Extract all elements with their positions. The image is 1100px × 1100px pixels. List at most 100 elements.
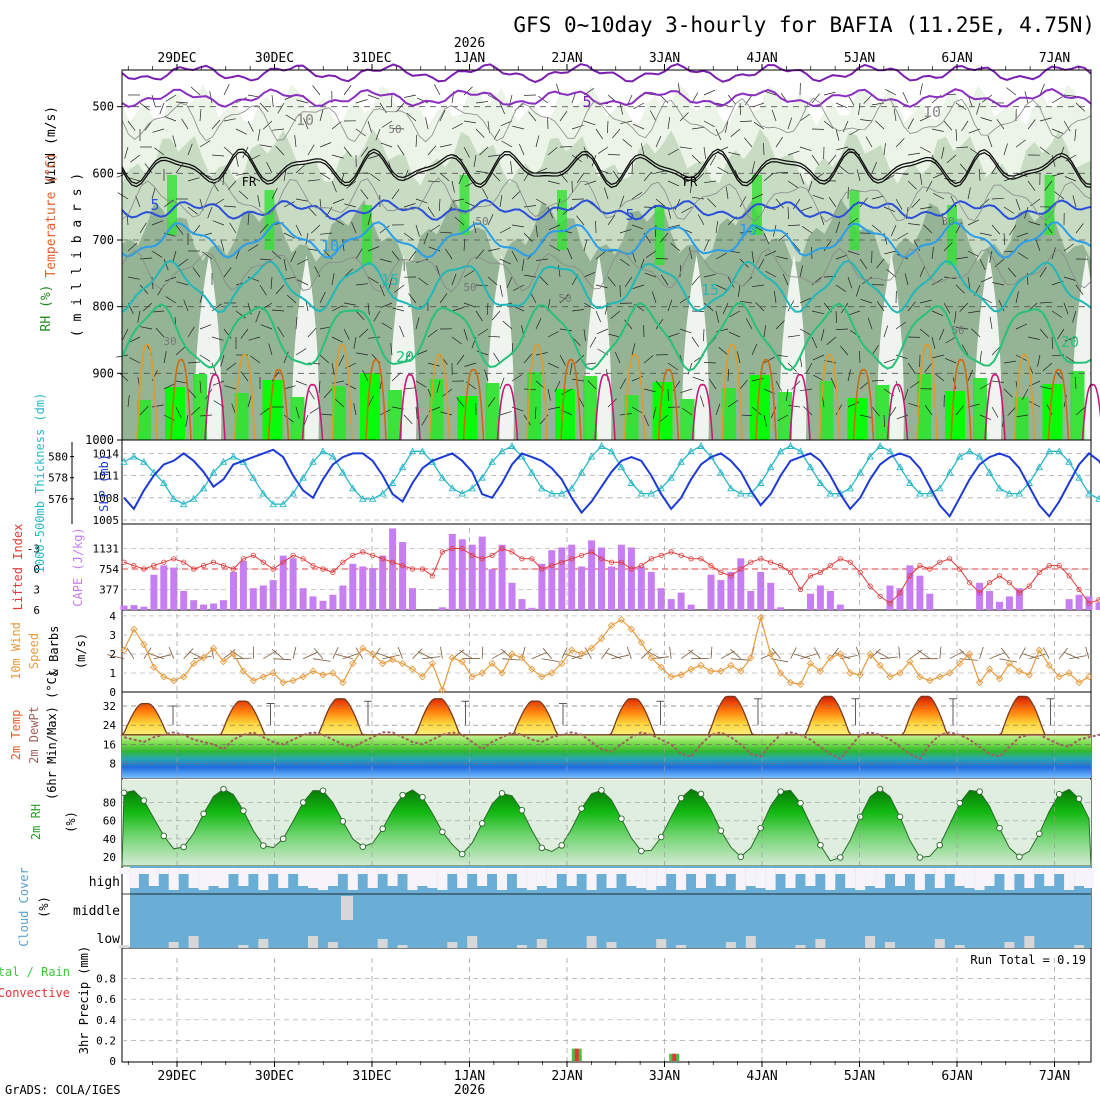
wind-barb [548, 406, 561, 410]
wind-barb [859, 258, 868, 270]
wind-barb [415, 350, 428, 356]
wind10m-barb [541, 658, 560, 662]
wind-barb [717, 166, 729, 174]
wind-barb [476, 350, 489, 356]
wind10m-point [1025, 671, 1033, 679]
wind10m-barb [584, 647, 592, 659]
rh-moist-cell [652, 382, 673, 440]
wind-barb [883, 325, 889, 338]
thickness-point [388, 479, 397, 486]
thickness-point [677, 457, 685, 465]
slp-ylabel: 1000-500mb Thickness (dm) SLP (mb) [33, 393, 111, 574]
wind-barb [1075, 284, 1084, 295]
cloud-high-cell [865, 868, 876, 886]
wind-barb [172, 250, 177, 263]
rh-contour-label: 50 [475, 215, 488, 228]
wind-barb [403, 414, 413, 425]
wind-barb [247, 212, 250, 226]
wind-barb [923, 224, 933, 234]
rh-moist-cell [137, 400, 151, 440]
wind-barb [607, 120, 609, 134]
cloud-low-cell [516, 945, 527, 948]
wind-barb [811, 336, 818, 349]
wind-barb [979, 258, 986, 271]
wind-barb [926, 180, 933, 192]
thickness-point [1075, 473, 1083, 481]
thickness-point [637, 489, 646, 497]
contour-label: 10 [923, 103, 941, 121]
wind-barb [272, 128, 285, 131]
wind-barb [487, 397, 496, 408]
wind-barb [597, 146, 609, 154]
wind10m-point [518, 654, 526, 662]
wind-barb [729, 310, 741, 318]
thickness-point [567, 484, 576, 492]
wind-barb [151, 310, 165, 313]
cloud-high-cell [357, 868, 368, 874]
wind-barb [463, 146, 470, 158]
cloud-high-cell [228, 868, 239, 874]
cloud-high-cell [586, 868, 597, 890]
wind-barb [961, 120, 969, 132]
date-label-top: 1JAN [454, 51, 485, 66]
cape-bar [717, 580, 725, 610]
wind10m-point [538, 673, 546, 681]
wind10m-barb [376, 652, 393, 660]
cape-bar [1075, 594, 1083, 610]
wind-barb [691, 336, 699, 348]
wind10m-point [965, 650, 974, 658]
rh2m-point [896, 813, 904, 821]
li-point [937, 559, 943, 565]
wind-barb [807, 180, 813, 193]
wind-barb [343, 85, 352, 96]
wind10m-point [657, 663, 665, 671]
li-point [191, 566, 197, 572]
wind10m-barb [669, 646, 672, 659]
wind10m-barb [813, 647, 821, 659]
cloud-high-cell [755, 868, 766, 888]
wind-barb [260, 324, 273, 330]
rh2m-point [956, 799, 963, 807]
li-point [1036, 569, 1042, 576]
wind-barb [238, 190, 249, 200]
rh2m-tick-label: 80 [103, 797, 116, 810]
wind-barb [521, 258, 525, 271]
thickness-point [796, 447, 805, 455]
li-point [588, 549, 595, 555]
wind-barb [847, 217, 859, 226]
wind-barb [451, 180, 455, 193]
wind-barb [799, 328, 811, 336]
rh-moist-cell [555, 389, 575, 440]
contour-label: 10 [321, 237, 339, 255]
cloud-high-cell [904, 868, 915, 874]
thickness-point [1085, 489, 1093, 497]
wind-barb [919, 83, 923, 96]
wind-barb [353, 336, 357, 349]
wind-barb [883, 358, 896, 364]
thickness-ylabel: 1000-500mb Thickness (dm) [33, 393, 47, 574]
warm-isotherm [560, 359, 582, 441]
rh2m-point [279, 835, 287, 843]
wind-barb [1075, 223, 1084, 234]
wind-ylabel: 10m Wind Speed & Barbs (m/s) [9, 622, 88, 680]
wind-tick-label: 2 [109, 648, 116, 661]
wind-barb [715, 310, 720, 323]
wind-barb [967, 369, 974, 382]
cloud-high-cell [238, 868, 249, 886]
thickness-point [965, 447, 974, 455]
li-point [310, 562, 316, 569]
cloud-unit: (%) [37, 896, 51, 918]
li-point [240, 556, 246, 562]
rh2m-point [916, 854, 924, 861]
wind-barb [1040, 386, 1053, 390]
wind-barb [931, 128, 944, 132]
li-point [797, 586, 804, 593]
cloud-high-cell [308, 868, 318, 888]
wind10m-barb [869, 648, 881, 659]
wind-barb [380, 142, 393, 148]
cloud-low-cell [1074, 945, 1085, 948]
wind-barb [800, 206, 813, 212]
wind-barb [338, 354, 345, 366]
wind-barb [236, 172, 249, 176]
